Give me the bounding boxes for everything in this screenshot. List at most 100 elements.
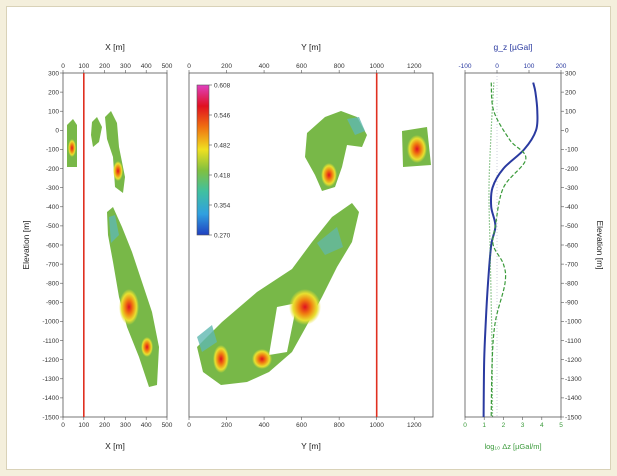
- ore-body: [305, 111, 367, 191]
- profile-series-dashed: [490, 82, 527, 418]
- y-bottom-axis-title: Y [m]: [301, 441, 321, 451]
- elevation-tick-right-label: -200: [565, 166, 578, 173]
- elevation-ticks-left: 300 200 100 0 -100 -200 -300 -400 -500 -600 -700 -8…: [42, 70, 63, 421]
- elevation-tick-left-label: -1000: [42, 319, 59, 326]
- ore-body: [91, 117, 102, 147]
- colorbar-ticks: 0.608 0.546 0.482 0.418 0.354 0.270: [209, 82, 231, 239]
- gradient-tick-label: 4: [540, 422, 544, 429]
- panel-x-section: 0 100 200 300 400 500 0 100 200 300 400 500 300 200…: [21, 42, 173, 451]
- elevation-tick-right-label: 100: [565, 109, 576, 116]
- elevation-tick-left-label: -1100: [43, 338, 60, 345]
- y-top-tick-label: 1000: [369, 63, 384, 70]
- elevation-tick-right-label: 300: [565, 70, 576, 77]
- elevation-tick-right-label: -1300: [565, 376, 582, 383]
- gradient-tick-label: 3: [521, 422, 525, 429]
- elevation-tick-left-label: 200: [48, 89, 59, 96]
- x-bottom-tick-label: 100: [78, 422, 89, 429]
- elevation-tick-left-label: -200: [46, 166, 59, 173]
- elevation-tick-left-label: -1300: [42, 376, 59, 383]
- elevation-tick-right-label: -100: [565, 147, 578, 154]
- y-top-ticks: 0 200 400 600 800 1000 1200: [187, 63, 422, 73]
- colorbar-tick-label: 0.418: [214, 172, 231, 179]
- elevation-tick-right-label: -1000: [565, 319, 582, 326]
- ore-gap: [269, 303, 297, 355]
- ore-anomaly: [141, 337, 153, 357]
- ore-body-edge: [347, 117, 365, 135]
- y-bottom-tick-label: 0: [187, 422, 191, 429]
- x-bottom-ticks: 0 100 200 300 400 500: [61, 417, 173, 429]
- profile-series-dotted: [488, 82, 495, 418]
- colorbar: 0.608 0.546 0.482 0.418 0.354 0.270: [196, 82, 231, 239]
- colorbar-tick-label: 0.482: [214, 142, 231, 149]
- x-top-tick-label: 100: [78, 63, 89, 70]
- elevation-axis-title-left: Elevation [m]: [21, 220, 31, 269]
- x-top-tick-label: 200: [99, 63, 110, 70]
- gradient-axis-title: log₁₀ Δz [µGal/m]: [484, 442, 541, 451]
- ore-anomaly: [252, 349, 272, 369]
- elevation-tick-right-label: -900: [565, 300, 578, 307]
- elevation-tick-left-label: 300: [48, 70, 59, 77]
- gradient-bottom-ticks: 0 1 2 3 4 5: [463, 417, 563, 429]
- elevation-ticks-right: 300 200 100 0 -100 -200 -300 -400 -500 -600 -700 -8…: [561, 70, 582, 421]
- gz-tick-label: 200: [556, 63, 567, 70]
- panel-x-bodies: [67, 111, 159, 387]
- ore-anomaly: [113, 161, 123, 181]
- elevation-tick-left-label: 0: [55, 128, 59, 135]
- ore-anomaly: [213, 345, 229, 373]
- gz-tick-label: -100: [458, 63, 471, 70]
- x-top-tick-label: 300: [120, 63, 131, 70]
- gradient-tick-label: 0: [463, 422, 467, 429]
- x-top-ticks: 0 100 200 300 400 500: [61, 63, 173, 73]
- elevation-tick-right-label: -500: [565, 223, 578, 230]
- x-bottom-tick-label: 400: [141, 422, 152, 429]
- x-bottom-tick-label: 0: [61, 422, 65, 429]
- elevation-axis-title-right: Elevation [m]: [595, 220, 605, 269]
- y-top-axis-title: Y [m]: [301, 42, 321, 52]
- gz-axis-title: g_z [µGal]: [494, 42, 533, 52]
- ore-anomaly: [321, 163, 337, 187]
- elevation-tick-right-label: -1200: [565, 357, 582, 364]
- y-top-tick-label: 800: [334, 63, 345, 70]
- profile-lines: [482, 82, 539, 418]
- y-top-tick-label: 1200: [407, 63, 422, 70]
- ore-body-edge: [317, 227, 343, 255]
- gradient-tick-label: 5: [559, 422, 563, 429]
- x-bottom-tick-label: 300: [120, 422, 131, 429]
- figure-frame: 0 100 200 300 400 500 0 100 200 300 400 500 300 200…: [6, 6, 611, 470]
- gradient-tick-label: 2: [502, 422, 506, 429]
- y-top-tick-label: 400: [259, 63, 270, 70]
- x-bottom-axis-title: X [m]: [105, 441, 125, 451]
- elevation-tick-left-label: 100: [48, 109, 59, 116]
- elevation-tick-left-label: -300: [46, 185, 59, 192]
- gz-tick-label: 100: [524, 63, 535, 70]
- elevation-tick-right-label: -300: [565, 185, 578, 192]
- elevation-tick-left-label: -1400: [42, 395, 59, 402]
- panel-y-bodies: [197, 111, 431, 385]
- x-top-tick-label: 400: [141, 63, 152, 70]
- x-top-axis-title: X [m]: [105, 42, 125, 52]
- elevation-tick-right-label: 0: [565, 128, 569, 135]
- y-top-tick-label: 0: [187, 63, 191, 70]
- panel-y-section: 0 200 400 600 800 1000 1200 0 200 400 600 800 1000 1…: [187, 42, 434, 451]
- x-bottom-tick-label: 500: [162, 422, 173, 429]
- y-bottom-tick-label: 600: [296, 422, 307, 429]
- colorbar-tick-label: 0.270: [214, 232, 231, 239]
- elevation-tick-right-label: -400: [565, 204, 578, 211]
- elevation-tick-right-label: 200: [565, 89, 576, 96]
- gz-tick-label: 0: [495, 63, 499, 70]
- profile-series-solid: [482, 82, 539, 418]
- elevation-tick-right-label: -1500: [565, 414, 582, 421]
- y-bottom-ticks: 0 200 400 600 800 1000 1200: [187, 417, 422, 429]
- y-bottom-tick-label: 800: [334, 422, 345, 429]
- ore-body: [197, 203, 359, 385]
- x-top-tick-label: 500: [162, 63, 173, 70]
- figure-canvas: 0 100 200 300 400 500 0 100 200 300 400 500 300200…: [21, 42, 605, 451]
- gz-top-ticks: -100 0 100 200: [458, 63, 567, 73]
- elevation-tick-right-label: -600: [565, 242, 578, 249]
- elevation-tick-left-label: -1200: [42, 357, 59, 364]
- colorbar-tick-label: 0.608: [214, 82, 231, 89]
- elevation-tick-right-label: -800: [565, 281, 578, 288]
- colorbar-tick-label: 0.546: [214, 112, 231, 119]
- elevation-tick-left-label: -1500: [42, 414, 59, 421]
